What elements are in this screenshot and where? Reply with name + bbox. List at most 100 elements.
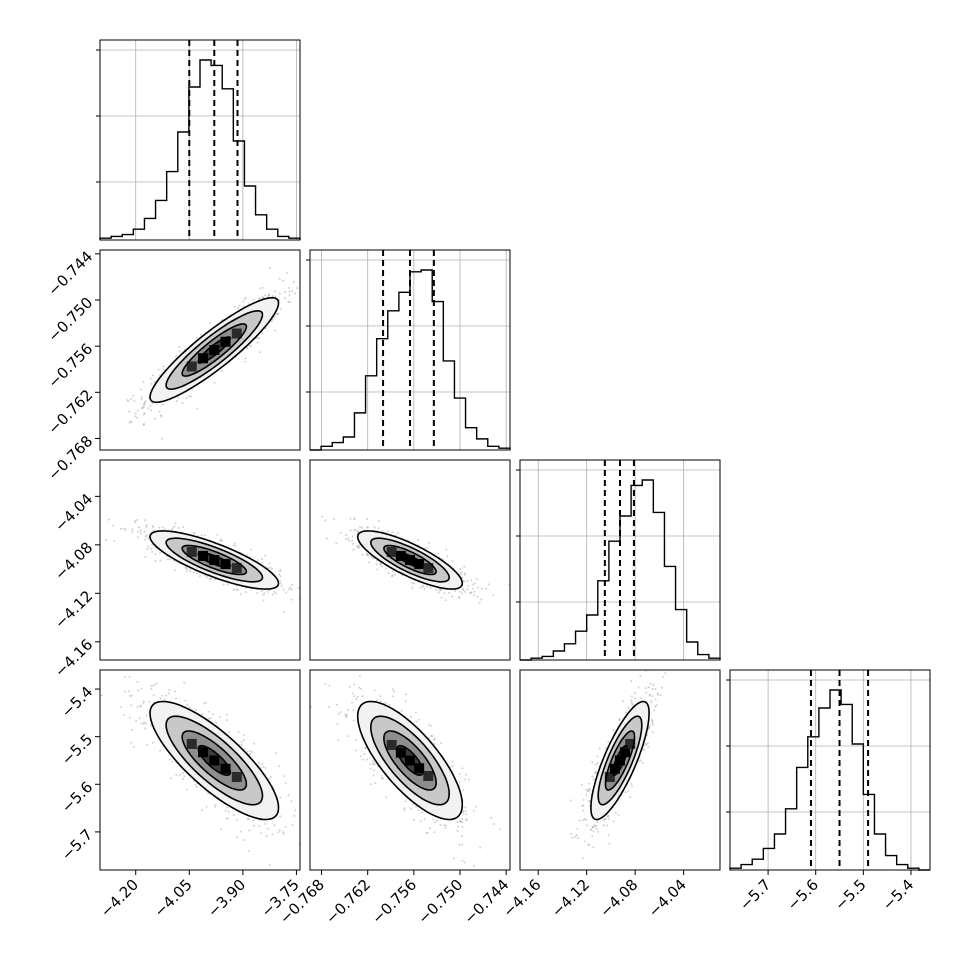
scatter-point: [205, 701, 208, 704]
scatter-point: [473, 582, 476, 585]
scatter-point: [355, 749, 358, 752]
scatter-point: [296, 287, 299, 290]
scatter-point: [196, 407, 199, 410]
density-cell: [209, 755, 220, 766]
scatter-point: [461, 825, 464, 828]
scatter-point: [232, 544, 235, 547]
scatter-point: [356, 530, 359, 533]
scatter-point: [473, 590, 476, 593]
scatter-point: [249, 548, 252, 551]
scatter-point: [220, 828, 223, 831]
scatter-point: [243, 738, 246, 741]
contour-line: [149, 296, 280, 404]
scatter-point: [379, 695, 382, 698]
scatter-point: [140, 398, 143, 401]
contour-line: [383, 544, 437, 576]
scatter-point: [203, 534, 206, 537]
scatter-point: [187, 395, 190, 398]
scatter-point: [273, 824, 276, 827]
scatter-point: [404, 700, 407, 703]
scatter-point: [264, 766, 267, 769]
scatter-point: [596, 755, 599, 758]
scatter-point: [261, 762, 264, 765]
scatter-point: [133, 400, 136, 403]
scatter-point: [411, 586, 414, 589]
scatter-point: [467, 778, 470, 781]
scatter-point: [351, 540, 354, 543]
scatter-point: [445, 548, 448, 551]
scatter-point: [130, 421, 133, 424]
scatter-point: [208, 578, 211, 581]
scatter-point: [236, 589, 239, 592]
scatter-point: [142, 405, 145, 408]
density-cell: [220, 763, 231, 774]
scatter-point: [144, 555, 147, 558]
scatter-point: [239, 593, 242, 596]
scatter-point: [429, 586, 432, 589]
scatter-point: [161, 437, 164, 440]
scatter-point: [464, 818, 467, 821]
scatter-point: [136, 536, 139, 539]
scatter-point: [139, 388, 142, 391]
scatter-point: [471, 587, 474, 590]
scatter-point: [271, 294, 274, 297]
scatter-point: [458, 781, 461, 784]
scatter-point: [148, 700, 151, 703]
scatter-point: [355, 738, 358, 741]
scatter-point: [293, 814, 296, 817]
scatter-point: [297, 587, 300, 590]
scatter-point: [142, 701, 145, 704]
panel-content: [100, 675, 300, 867]
scatter-point: [469, 591, 472, 594]
scatter-point: [249, 750, 252, 753]
scatter-point: [652, 683, 655, 686]
scatter-point: [650, 718, 653, 721]
scatter-point: [220, 539, 223, 542]
scatter-point: [185, 567, 188, 570]
scatter-point: [258, 824, 261, 827]
scatter-point: [261, 558, 264, 561]
scatter-point: [581, 857, 584, 860]
scatter-point: [209, 577, 212, 580]
scatter-point: [269, 775, 272, 778]
scatter-point: [130, 530, 133, 533]
scatter-point: [132, 394, 135, 397]
panel-frame: [729, 669, 931, 871]
scatter-point: [261, 561, 264, 564]
scatter-point: [446, 555, 449, 558]
scatter-point: [458, 772, 461, 775]
scatter-point: [449, 765, 452, 768]
scatter-point: [147, 545, 150, 548]
scatter-point: [359, 526, 362, 529]
scatter-point: [347, 708, 350, 711]
scatter-point: [163, 698, 166, 701]
scatter-point: [123, 690, 126, 693]
scatter-point: [388, 703, 391, 706]
scatter-point: [458, 590, 461, 593]
scatter-point: [143, 412, 146, 415]
scatter-point: [244, 296, 247, 299]
scatter-point: [432, 738, 435, 741]
scatter-point: [368, 561, 371, 564]
scatter-point: [578, 819, 581, 822]
scatter-point: [120, 706, 123, 709]
scatter-point: [374, 782, 377, 785]
scatter-point: [152, 526, 155, 529]
scatter-point: [277, 312, 280, 315]
scatter-point: [464, 590, 467, 593]
scatter-point: [345, 715, 348, 718]
scatter-point: [269, 864, 272, 867]
scatter-point: [171, 760, 174, 763]
scatter-point: [276, 312, 279, 315]
density-cell: [386, 546, 397, 557]
density-cell: [386, 739, 397, 750]
scatter-point: [271, 593, 274, 596]
scatter-point: [365, 553, 368, 556]
scatter-point: [163, 528, 166, 531]
scatter-point: [606, 824, 609, 827]
scatter-point: [174, 522, 177, 525]
scatter-point: [417, 539, 420, 542]
scatter-point: [107, 518, 110, 521]
scatter-point: [167, 692, 170, 695]
